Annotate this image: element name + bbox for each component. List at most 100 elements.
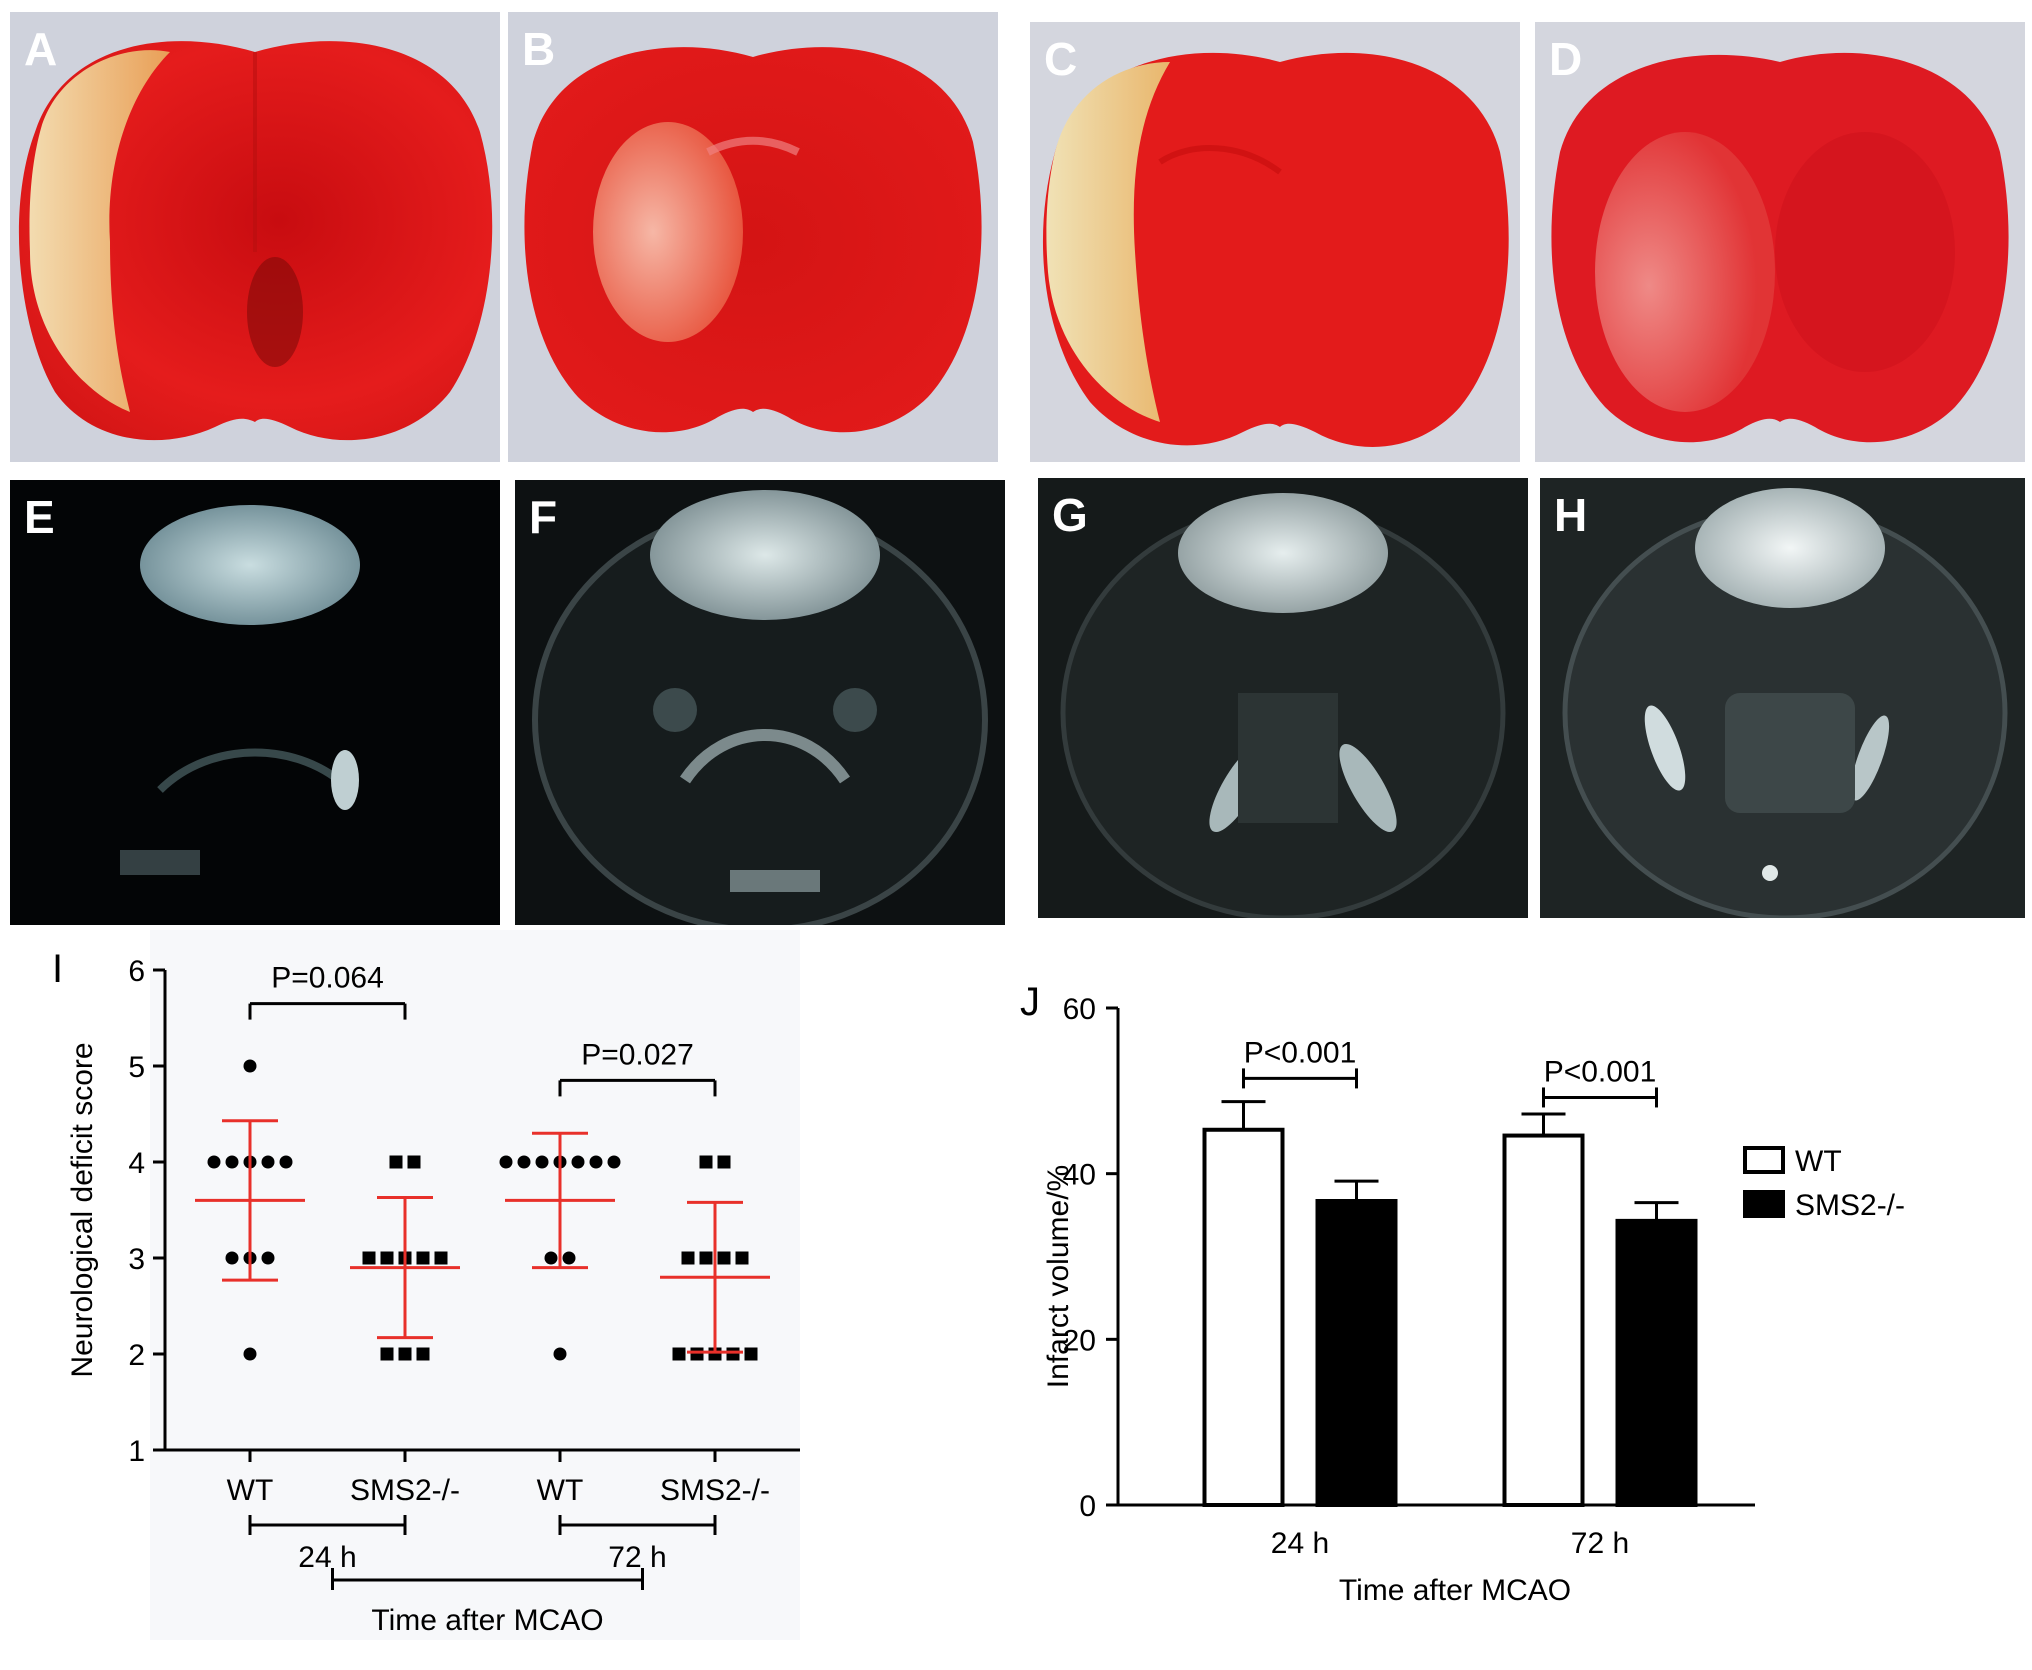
- chart-i-point: [380, 1251, 394, 1265]
- chart-i-point: [681, 1251, 695, 1265]
- panel-label-i: I: [52, 947, 63, 991]
- chart-i-point: [607, 1155, 621, 1169]
- panel-label-c: C: [1044, 33, 1078, 85]
- chart-i-mean-sd: [195, 1119, 770, 1354]
- chart-i-x-axis-label: Time after MCAO: [371, 1604, 603, 1637]
- chart-i-point: [279, 1155, 293, 1169]
- chart-i-y-tick-label: 6: [128, 955, 145, 988]
- chart-i-mean-sd-bar: [195, 1119, 305, 1282]
- chart-j-category-label: 72 h: [1571, 1527, 1629, 1560]
- chart-i-point: [690, 1347, 704, 1361]
- chart-i-category-label: SMS2-/-: [350, 1474, 460, 1507]
- panel-label-e: E: [24, 491, 55, 543]
- chart-i-y-tick-label: 1: [128, 1435, 145, 1468]
- chart-i-category-label: WT: [537, 1474, 584, 1507]
- chart-j-y-tick-label: 40: [1063, 1159, 1096, 1192]
- chart-j-y-tick-label: 60: [1063, 993, 1096, 1026]
- chart-j-bar: [1202, 1127, 1285, 1507]
- chart-i-point: [544, 1251, 558, 1265]
- chart-i-point: [416, 1347, 430, 1361]
- chart-i-point: [398, 1347, 412, 1361]
- chart-i-point: [535, 1155, 549, 1169]
- chart-i-mean-sd-bar: [660, 1200, 770, 1354]
- panel-label-b: B: [522, 23, 556, 75]
- chart-j-bar: [1502, 1133, 1585, 1508]
- chart-j-legend-label: SMS2-/-: [1795, 1189, 1905, 1222]
- panel-label-a: A: [24, 23, 58, 75]
- chart-i-point: [362, 1251, 376, 1265]
- chart-j-annotations: P<0.001 P<0.001: [1242, 1036, 1658, 1108]
- chart-j-legend-swatch: [1743, 1190, 1785, 1218]
- chart-i-time-bracket: [248, 1515, 407, 1535]
- chart-i-axes: 1 2 3 4 5 6 WT SMS2-/- WT SMS2-/- 24 h 72 h: [128, 955, 800, 1590]
- chart-i-significance-bracket: [558, 1078, 717, 1097]
- chart-i-y-axis-label: Neurological deficit score: [66, 1042, 99, 1377]
- chart-i-point: [243, 1347, 257, 1361]
- chart-i-point: [717, 1251, 731, 1265]
- chart-i-point: [261, 1155, 275, 1169]
- chart-i-point: [589, 1155, 603, 1169]
- panel-b-ttc-image: B: [508, 12, 998, 462]
- chart-i-p-value: P=0.027: [581, 1038, 694, 1071]
- chart-j-p-value: P<0.001: [1244, 1036, 1357, 1069]
- chart-j-y-axis-label: Infarct volume/%: [1042, 1165, 1075, 1388]
- panel-e-mri-image: E: [10, 480, 500, 925]
- panel-f-mri-image: F: [515, 480, 1005, 925]
- chart-i-mcao-bracket: [331, 1568, 644, 1590]
- chart-i-annotations: P=0.064 P=0.027: [248, 962, 717, 1097]
- chart-i-point: [207, 1155, 221, 1169]
- chart-i-point: [225, 1251, 239, 1265]
- charts-area: I 1 2 3 4 5 6 WT SMS2-/- WT SMS2-/- 24 h 72 h P=0.0…: [52, 930, 1905, 1640]
- chart-j-legend-swatch: [1743, 1146, 1785, 1174]
- chart-i-point: [744, 1347, 758, 1361]
- chart-i-category-label: WT: [227, 1474, 274, 1507]
- chart-j-bars: [1202, 1100, 1698, 1508]
- chart-i-point: [225, 1155, 239, 1169]
- chart-j-significance-bracket: [1242, 1068, 1358, 1089]
- panel-label-d: D: [1549, 33, 1583, 85]
- chart-i-time-label: 24 h: [298, 1541, 356, 1574]
- panel-a-ttc-image: A: [10, 12, 500, 462]
- panel-g-mri-image: G: [1038, 478, 1528, 918]
- chart-j-legend-label: WT: [1795, 1145, 1842, 1178]
- panel-d-ttc-image: D: [1535, 22, 2025, 462]
- panel-label-g: G: [1052, 489, 1088, 541]
- chart-i-point: [243, 1059, 257, 1073]
- chart-i-category-label: SMS2-/-: [660, 1474, 770, 1507]
- chart-i-point: [389, 1155, 403, 1169]
- panel-label-f: F: [529, 491, 558, 543]
- chart-j-p-value: P<0.001: [1544, 1055, 1657, 1088]
- chart-i-point: [407, 1155, 421, 1169]
- chart-i-point: [562, 1251, 576, 1265]
- chart-i-mean-sd-bar: [505, 1131, 615, 1270]
- chart-j-x-axis-label: Time after MCAO: [1339, 1574, 1571, 1607]
- chart-i-neurological-score: I 1 2 3 4 5 6 WT SMS2-/- WT SMS2-/- 24 h 72 h P=0.0…: [52, 930, 800, 1640]
- chart-i-time-label: 72 h: [608, 1541, 666, 1574]
- chart-j-category-label: 24 h: [1271, 1527, 1329, 1560]
- chart-i-point: [726, 1347, 740, 1361]
- chart-j-y-tick-label: 20: [1063, 1324, 1096, 1357]
- chart-i-point: [672, 1347, 686, 1361]
- chart-i-point: [434, 1251, 448, 1265]
- chart-i-mean-sd-bar: [350, 1196, 460, 1340]
- chart-j-bar: [1315, 1199, 1398, 1507]
- panel-c-ttc-image: C: [1030, 22, 1520, 462]
- panel-label-j: J: [1020, 980, 1040, 1024]
- chart-i-time-bracket: [558, 1515, 717, 1535]
- chart-i-point: [571, 1155, 585, 1169]
- chart-i-point: [735, 1251, 749, 1265]
- chart-i-y-tick-label: 5: [128, 1051, 145, 1084]
- chart-j-infarct-volume: J 0 20 40 60 24 h 72 h P<0.001 P<0.001 WT SMS2-…: [1020, 980, 1905, 1607]
- chart-i-point: [499, 1155, 513, 1169]
- chart-i-significance-bracket: [248, 1002, 407, 1020]
- panel-label-h: H: [1554, 489, 1588, 541]
- chart-i-point: [416, 1251, 430, 1265]
- chart-i-y-tick-label: 4: [128, 1147, 145, 1180]
- chart-i-point: [553, 1347, 567, 1361]
- chart-i-point: [261, 1251, 275, 1265]
- chart-i-p-value: P=0.064: [271, 962, 384, 995]
- chart-i-point: [517, 1155, 531, 1169]
- chart-j-y-tick-label: 0: [1079, 1490, 1096, 1523]
- chart-j-significance-bracket: [1542, 1087, 1658, 1108]
- chart-j-legend: WT SMS2-/-: [1743, 1145, 1905, 1222]
